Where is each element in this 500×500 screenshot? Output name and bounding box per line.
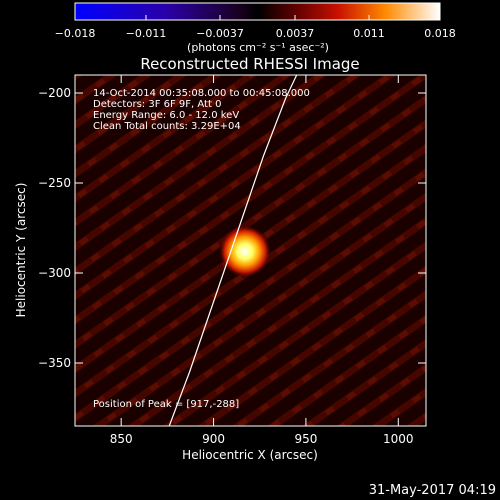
colorbar: −0.018 −0.011 −0.0037 0.0037 0.011 0.018 (pho… — [55, 2, 456, 54]
info-detectors: Detectors: 3F 6F 9F, Att 0 — [93, 99, 221, 110]
colorbar-tick-label: 0.0037 — [276, 27, 315, 40]
x-axis-label: Heliocentric X (arcsec) — [182, 448, 318, 462]
info-block: 14-Oct-2014 00:35:08.000 to 00:45:08.000… — [93, 88, 310, 132]
info-energy-range: Energy Range: 6.0 - 12.0 keV — [93, 110, 239, 121]
peak-position-label: Position of Peak = [917,-288] — [93, 399, 239, 410]
colorbar-tick-label: 0.018 — [424, 27, 456, 40]
plot-title: Reconstructed RHESSI Image — [140, 55, 359, 73]
plot-frame — [74, 74, 427, 427]
colorbar-tick-label: 0.011 — [353, 27, 385, 40]
x-tick-label: 950 — [294, 432, 317, 446]
colorbar-unit-label: (photons cm⁻² s⁻¹ asec⁻²) — [187, 41, 329, 54]
y-axis-label: Heliocentric Y (arcsec) — [14, 183, 28, 318]
colorbar-gradient — [74, 2, 441, 21]
info-counts: Clean Total counts: 3.29E+04 — [93, 121, 241, 132]
x-tick-label: 900 — [202, 432, 225, 446]
colorbar-tick-label: −0.018 — [55, 27, 96, 40]
x-tick-label: 850 — [110, 432, 133, 446]
solar-limb-line — [168, 75, 298, 426]
y-tick-label: −250 — [38, 176, 71, 190]
colorbar-tick-label: −0.011 — [126, 27, 167, 40]
image-area — [75, 75, 426, 426]
timestamp: 31-May-2017 04:19 — [368, 483, 496, 498]
flare-source — [218, 225, 271, 278]
y-tick-label: −200 — [38, 86, 71, 100]
y-axis-ticks: −200 −250 −300 −350 — [38, 86, 426, 370]
colorbar-ticks: −0.018 −0.011 −0.0037 0.0037 0.011 0.018 — [55, 15, 456, 40]
x-axis-ticks: 850 900 950 1000 — [110, 75, 414, 446]
y-tick-label: −300 — [38, 266, 71, 280]
colorbar-tick-label: −0.0037 — [196, 27, 244, 40]
info-time-range: 14-Oct-2014 00:35:08.000 to 00:45:08.000 — [93, 88, 310, 99]
x-tick-label: 1000 — [383, 432, 414, 446]
y-tick-label: −350 — [38, 356, 71, 370]
